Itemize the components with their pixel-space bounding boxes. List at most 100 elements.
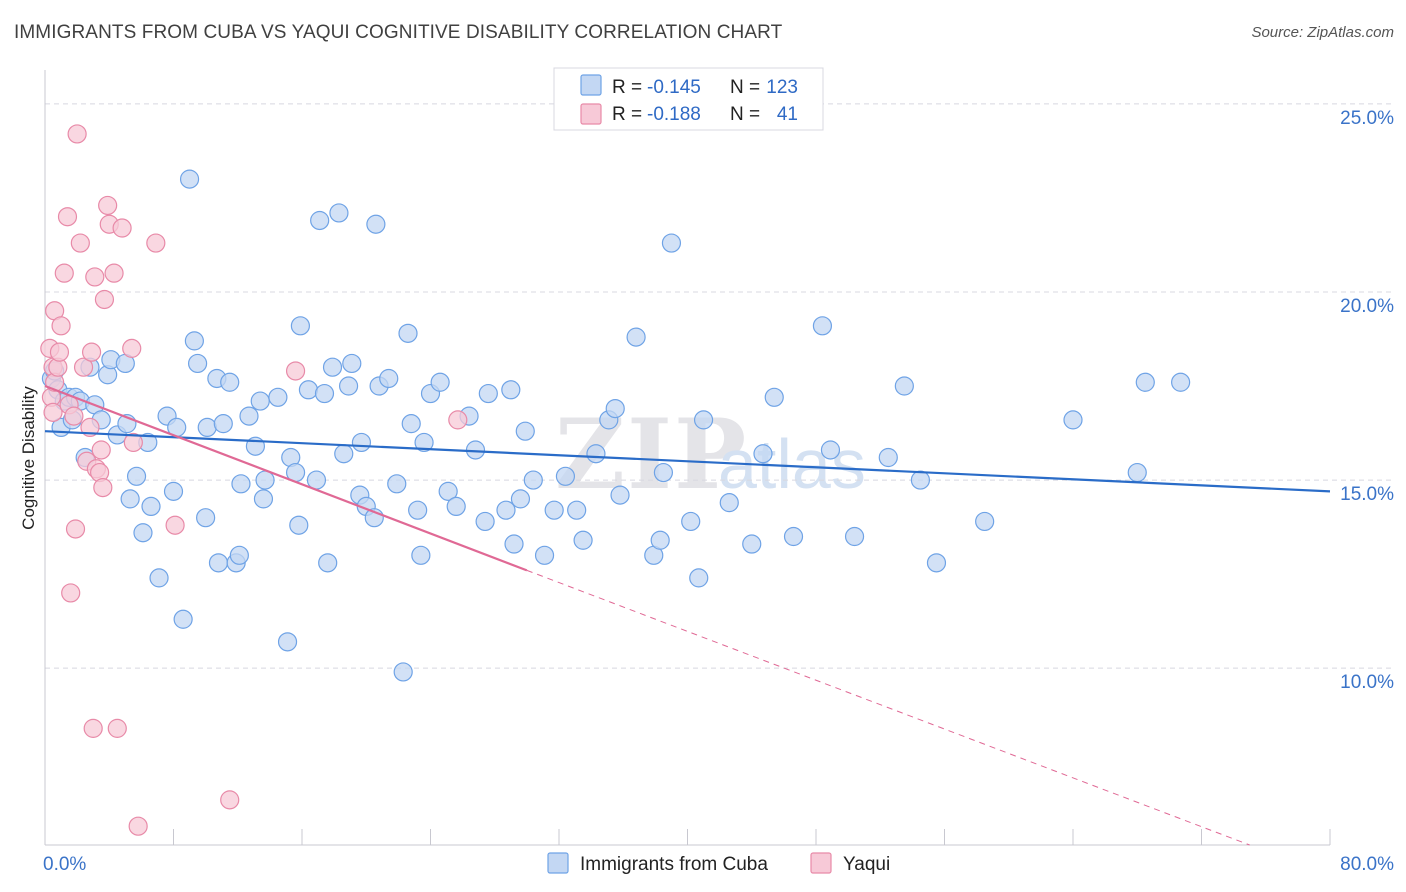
data-point — [43, 402, 63, 422]
data-point — [277, 632, 298, 652]
data-point — [387, 474, 407, 494]
data-point — [753, 444, 773, 464]
data-point — [253, 489, 274, 509]
data-point — [57, 207, 78, 227]
data-point — [430, 372, 450, 392]
data-point — [1127, 462, 1147, 483]
data-point — [411, 545, 431, 565]
y-tick-labels: 10.0% 15.0% 20.0% 25.0% — [1340, 108, 1394, 693]
data-point — [120, 489, 140, 509]
y-tick-label: 25.0% — [1340, 108, 1394, 129]
series-legend: Immigrants from Cuba Yaqui — [547, 852, 890, 875]
data-point — [910, 470, 931, 490]
data-point — [122, 338, 142, 358]
data-point — [1135, 372, 1155, 392]
trend-line-yaqui — [44, 384, 528, 572]
data-point — [268, 387, 288, 407]
data-point — [1171, 372, 1191, 392]
data-point — [448, 410, 468, 430]
data-point — [401, 414, 421, 434]
data-point — [231, 474, 251, 494]
data-point — [626, 327, 646, 347]
data-point — [65, 519, 86, 539]
data-point — [213, 414, 233, 434]
data-point — [61, 583, 81, 603]
y-axis-label: Cognitive Disability — [19, 386, 38, 530]
data-point — [54, 263, 74, 283]
data-point — [475, 511, 495, 532]
data-point — [133, 523, 153, 543]
legend-r-label-1: R = — [612, 77, 642, 98]
data-point — [107, 718, 127, 738]
data-point — [510, 489, 531, 509]
data-point — [229, 545, 249, 565]
data-point — [329, 203, 349, 223]
data-point — [298, 380, 319, 400]
data-point — [94, 289, 115, 310]
data-point — [610, 485, 630, 505]
axes — [44, 70, 1331, 846]
series-immigrants-from-cuba — [41, 169, 1191, 682]
data-point — [764, 387, 784, 407]
data-point — [515, 421, 535, 441]
legend-swatch-cuba — [547, 852, 569, 874]
data-point — [81, 342, 102, 362]
data-point — [844, 526, 865, 547]
data-point — [586, 444, 606, 464]
data-point — [51, 316, 71, 336]
data-point — [98, 195, 118, 216]
legend-n-label-1: N = — [730, 77, 760, 98]
data-point — [342, 353, 362, 374]
data-point — [289, 515, 309, 535]
y-tick-label: 20.0% — [1340, 296, 1394, 317]
data-point — [414, 432, 434, 453]
data-point — [398, 323, 418, 343]
y-tick-label: 15.0% — [1340, 484, 1394, 505]
data-point — [693, 410, 714, 430]
data-point — [64, 406, 84, 426]
data-point — [70, 233, 90, 253]
data-point — [126, 466, 147, 486]
data-point — [80, 417, 100, 438]
data-point — [334, 444, 354, 464]
data-point — [73, 357, 94, 377]
data-point — [285, 361, 306, 381]
data-point — [146, 233, 166, 253]
data-point — [338, 376, 359, 396]
legend-swatch-pink — [580, 103, 602, 125]
data-point — [141, 496, 161, 517]
data-point — [220, 372, 240, 392]
data-point — [318, 553, 338, 573]
data-point — [104, 263, 124, 283]
data-point — [894, 376, 914, 396]
data-point — [173, 609, 193, 629]
data-point — [366, 214, 386, 234]
data-point — [504, 534, 524, 554]
data-point — [650, 530, 670, 550]
y-tick-label: 10.0% — [1340, 672, 1394, 693]
legend-r-label-2: R = — [612, 104, 642, 125]
data-point — [446, 496, 466, 517]
data-point — [653, 462, 674, 483]
data-point — [379, 368, 399, 389]
x-tick-label-max: 80.0% — [1340, 854, 1394, 875]
trend-line-cuba — [44, 430, 1331, 493]
data-point — [820, 440, 841, 460]
data-point — [220, 790, 240, 810]
data-point — [393, 662, 413, 682]
data-point — [197, 417, 217, 438]
data-point — [85, 267, 105, 287]
data-point — [438, 481, 458, 501]
data-point — [408, 500, 428, 520]
legend-n-value-2: 41 — [777, 104, 798, 125]
data-point — [501, 380, 521, 400]
data-point — [314, 383, 335, 404]
data-point — [478, 383, 498, 404]
data-point — [812, 316, 833, 336]
data-point — [1063, 410, 1083, 430]
data-point — [605, 398, 625, 419]
legend-n-label-2: N = — [730, 104, 760, 125]
data-point — [187, 353, 208, 374]
data-point — [49, 342, 70, 362]
